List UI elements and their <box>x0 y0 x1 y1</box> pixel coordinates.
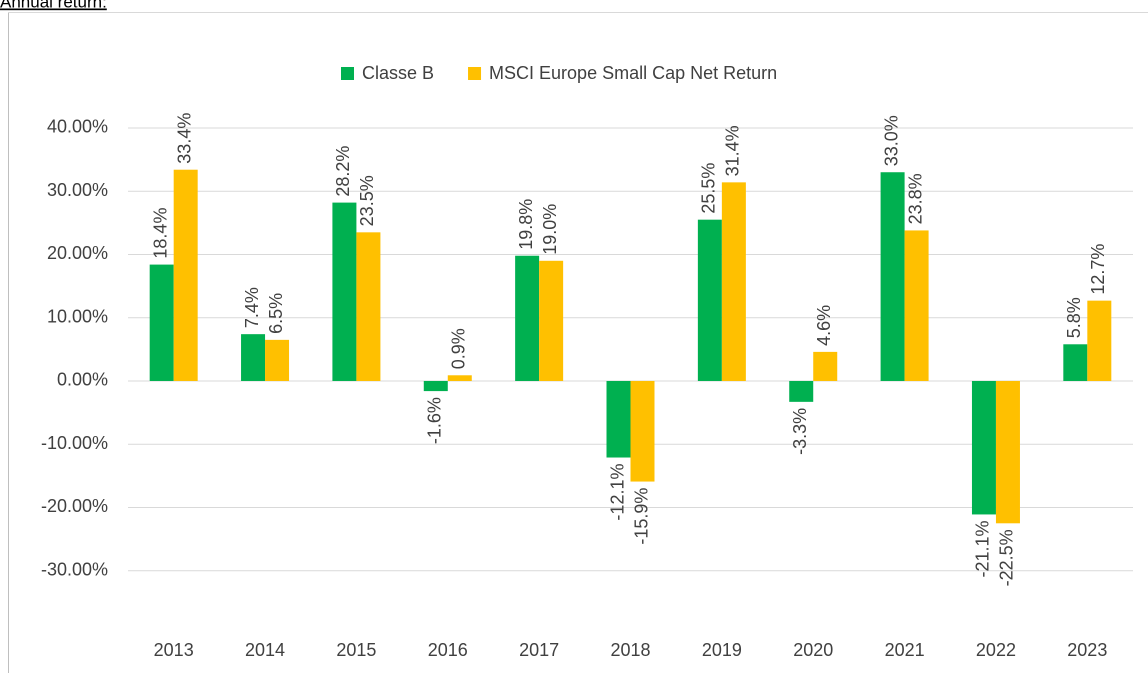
data-label: 19.8% <box>516 199 536 250</box>
data-label: -21.1% <box>973 520 993 577</box>
y-tick-label: 10.00% <box>47 306 108 326</box>
data-label: -3.3% <box>790 408 810 455</box>
x-tick-label: 2019 <box>702 640 742 660</box>
data-label: -12.1% <box>607 464 627 521</box>
bar <box>721 182 746 381</box>
y-tick-label: 30.00% <box>47 180 108 200</box>
bar <box>515 255 540 381</box>
x-tick-label: 2023 <box>1067 640 1107 660</box>
data-label: 7.4% <box>242 287 262 328</box>
legend-label: MSCI Europe Small Cap Net Return <box>489 63 777 83</box>
x-tick-label: 2022 <box>976 640 1016 660</box>
data-label: 23.5% <box>357 175 377 226</box>
bar <box>789 380 814 402</box>
x-tick-label: 2021 <box>885 640 925 660</box>
x-tick-label: 2016 <box>428 640 468 660</box>
data-label: 23.8% <box>905 173 925 224</box>
data-label: 33.4% <box>174 113 194 164</box>
data-label: 19.0% <box>540 204 560 255</box>
legend-label: Classe B <box>362 63 434 83</box>
data-label: -1.6% <box>425 397 445 444</box>
y-tick-label: -10.00% <box>41 433 108 453</box>
data-label: -15.9% <box>631 488 651 545</box>
y-tick-label: -20.00% <box>41 496 108 516</box>
data-label: -22.5% <box>997 529 1017 586</box>
bar <box>697 219 722 381</box>
x-tick-label: 2018 <box>610 640 650 660</box>
x-tick-label: 2017 <box>519 640 559 660</box>
data-label: 33.0% <box>881 115 901 166</box>
bar <box>971 380 996 515</box>
data-label: 5.8% <box>1064 297 1084 338</box>
data-label: 31.4% <box>723 125 743 176</box>
legend-swatch <box>341 67 354 80</box>
x-tick-label: 2013 <box>154 640 194 660</box>
chart-title: Annual return: <box>0 0 107 11</box>
bar <box>539 260 564 381</box>
y-tick-label: -30.00% <box>41 559 108 579</box>
data-label: 4.6% <box>814 305 834 346</box>
y-tick-label: 40.00% <box>47 117 108 137</box>
bar <box>356 232 381 381</box>
y-tick-label: 0.00% <box>57 370 108 390</box>
data-label: 12.7% <box>1088 244 1108 295</box>
data-label: 0.9% <box>449 328 469 369</box>
y-tick-label: 20.00% <box>47 243 108 263</box>
bar <box>880 172 905 381</box>
bar <box>149 264 174 381</box>
data-label: 6.5% <box>266 293 286 334</box>
bar <box>606 380 631 458</box>
bar <box>241 334 266 381</box>
bar <box>332 202 357 381</box>
bar <box>423 380 448 392</box>
data-label: 28.2% <box>333 146 353 197</box>
bar <box>1063 344 1088 381</box>
bar <box>904 230 929 381</box>
legend-swatch <box>468 67 482 80</box>
x-tick-label: 2015 <box>336 640 376 660</box>
bar <box>995 380 1020 524</box>
bar <box>447 375 472 381</box>
data-label: 18.4% <box>150 208 170 259</box>
bar <box>630 380 655 482</box>
bar <box>813 351 838 381</box>
data-label: 25.5% <box>699 163 719 214</box>
x-tick-label: 2014 <box>245 640 285 660</box>
bar <box>265 339 290 381</box>
x-tick-label: 2020 <box>793 640 833 660</box>
bar <box>173 169 198 381</box>
bar <box>1087 300 1112 381</box>
